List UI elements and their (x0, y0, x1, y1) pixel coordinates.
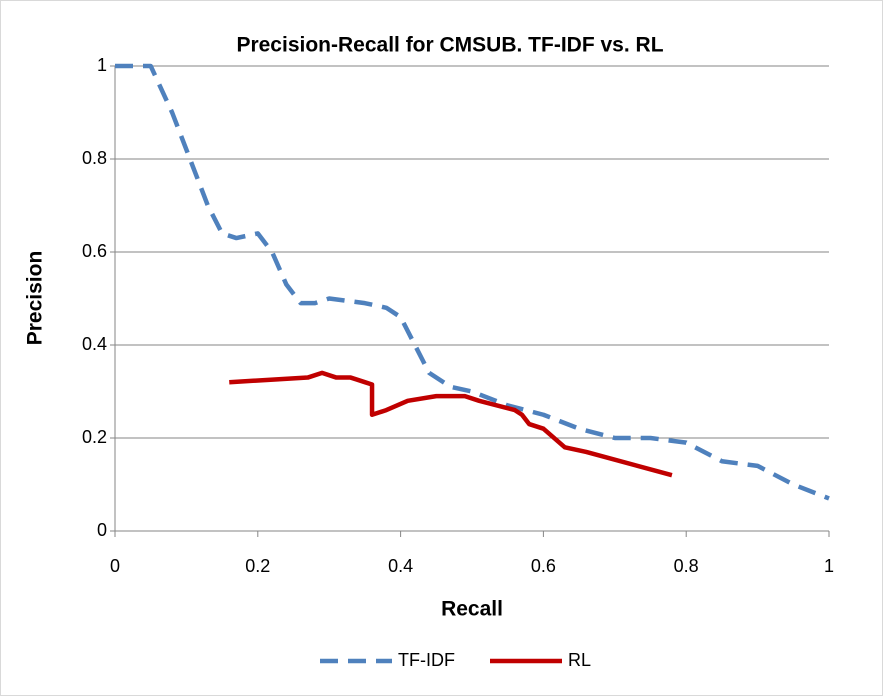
x-tick-label: 0 (110, 556, 120, 576)
chart-title: Precision-Recall for CMSUB. TF-IDF vs. R… (236, 34, 663, 57)
y-tick-label: 0.4 (82, 334, 107, 354)
y-tick-label: 0 (97, 520, 107, 540)
y-axis-label: Precision (24, 251, 47, 346)
y-tick-label: 0.6 (82, 241, 107, 261)
x-tick-label: 1 (824, 556, 834, 576)
y-tick-label: 0.8 (82, 148, 107, 168)
legend-label: TF-IDF (398, 650, 455, 670)
legend-label: RL (568, 650, 591, 670)
x-tick-label: 0.8 (674, 556, 699, 576)
x-tick-label: 0.2 (245, 556, 270, 576)
x-tick-label: 0.6 (531, 556, 556, 576)
data-line (115, 63, 830, 501)
data-line (229, 370, 673, 478)
y-tick-label: 0.2 (82, 427, 107, 447)
y-tick-label: 1 (97, 55, 107, 75)
x-axis-label: Recall (441, 598, 503, 621)
x-tick-label: 0.4 (388, 556, 413, 576)
